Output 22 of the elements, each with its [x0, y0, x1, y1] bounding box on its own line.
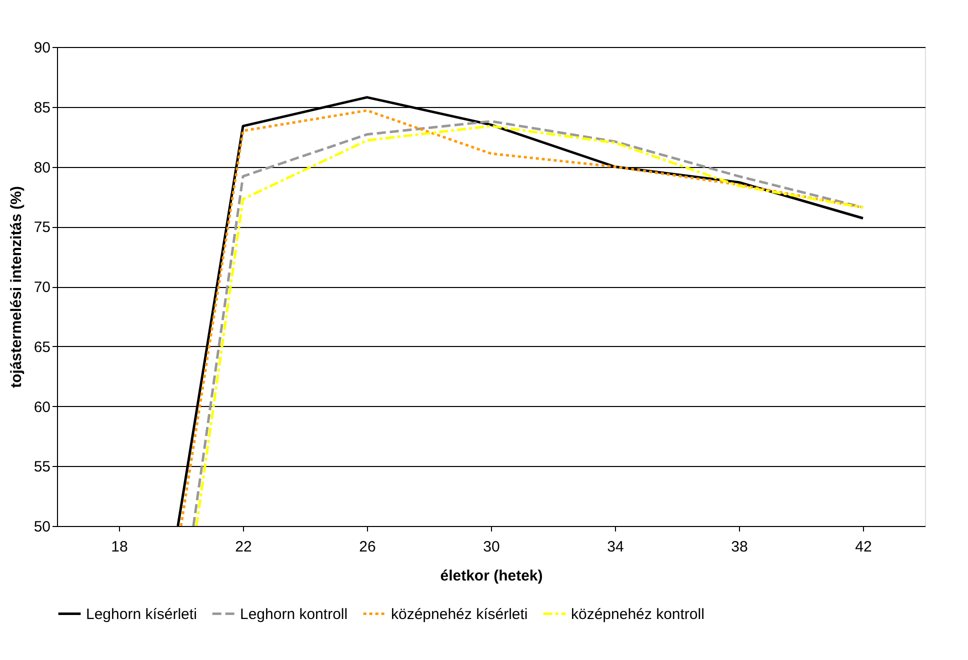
x-tick-label: 22	[235, 538, 252, 556]
y-tick-label: 90	[34, 40, 50, 56]
y-tick-label: 65	[34, 338, 50, 356]
y-tick-label: 75	[34, 219, 50, 236]
legend-label: középnehéz kísérleti	[391, 606, 528, 623]
x-axis-title: életkor (hetek)	[440, 568, 543, 584]
x-tick-label: 26	[359, 538, 376, 556]
y-tick-label: 55	[34, 458, 50, 476]
y-tick-label: 85	[34, 99, 50, 116]
legend-label: Leghorn kísérleti	[86, 606, 197, 623]
legend-label: Leghorn kontroll	[240, 606, 348, 623]
y-axis-title: tojástermelési intenzitás (%)	[8, 186, 25, 388]
y-tick-label: 60	[34, 398, 50, 416]
x-tick-label: 38	[731, 538, 748, 556]
x-tick-label: 30	[483, 538, 500, 556]
y-tick-label: 70	[34, 279, 50, 296]
y-tick-label: 50	[34, 518, 50, 536]
x-tick-label: 42	[855, 538, 872, 556]
x-tick-label: 34	[607, 538, 624, 556]
x-tick-label: 18	[111, 538, 128, 556]
legend-label: középnehéz kontroll	[571, 606, 704, 623]
y-tick-label: 80	[34, 159, 50, 176]
